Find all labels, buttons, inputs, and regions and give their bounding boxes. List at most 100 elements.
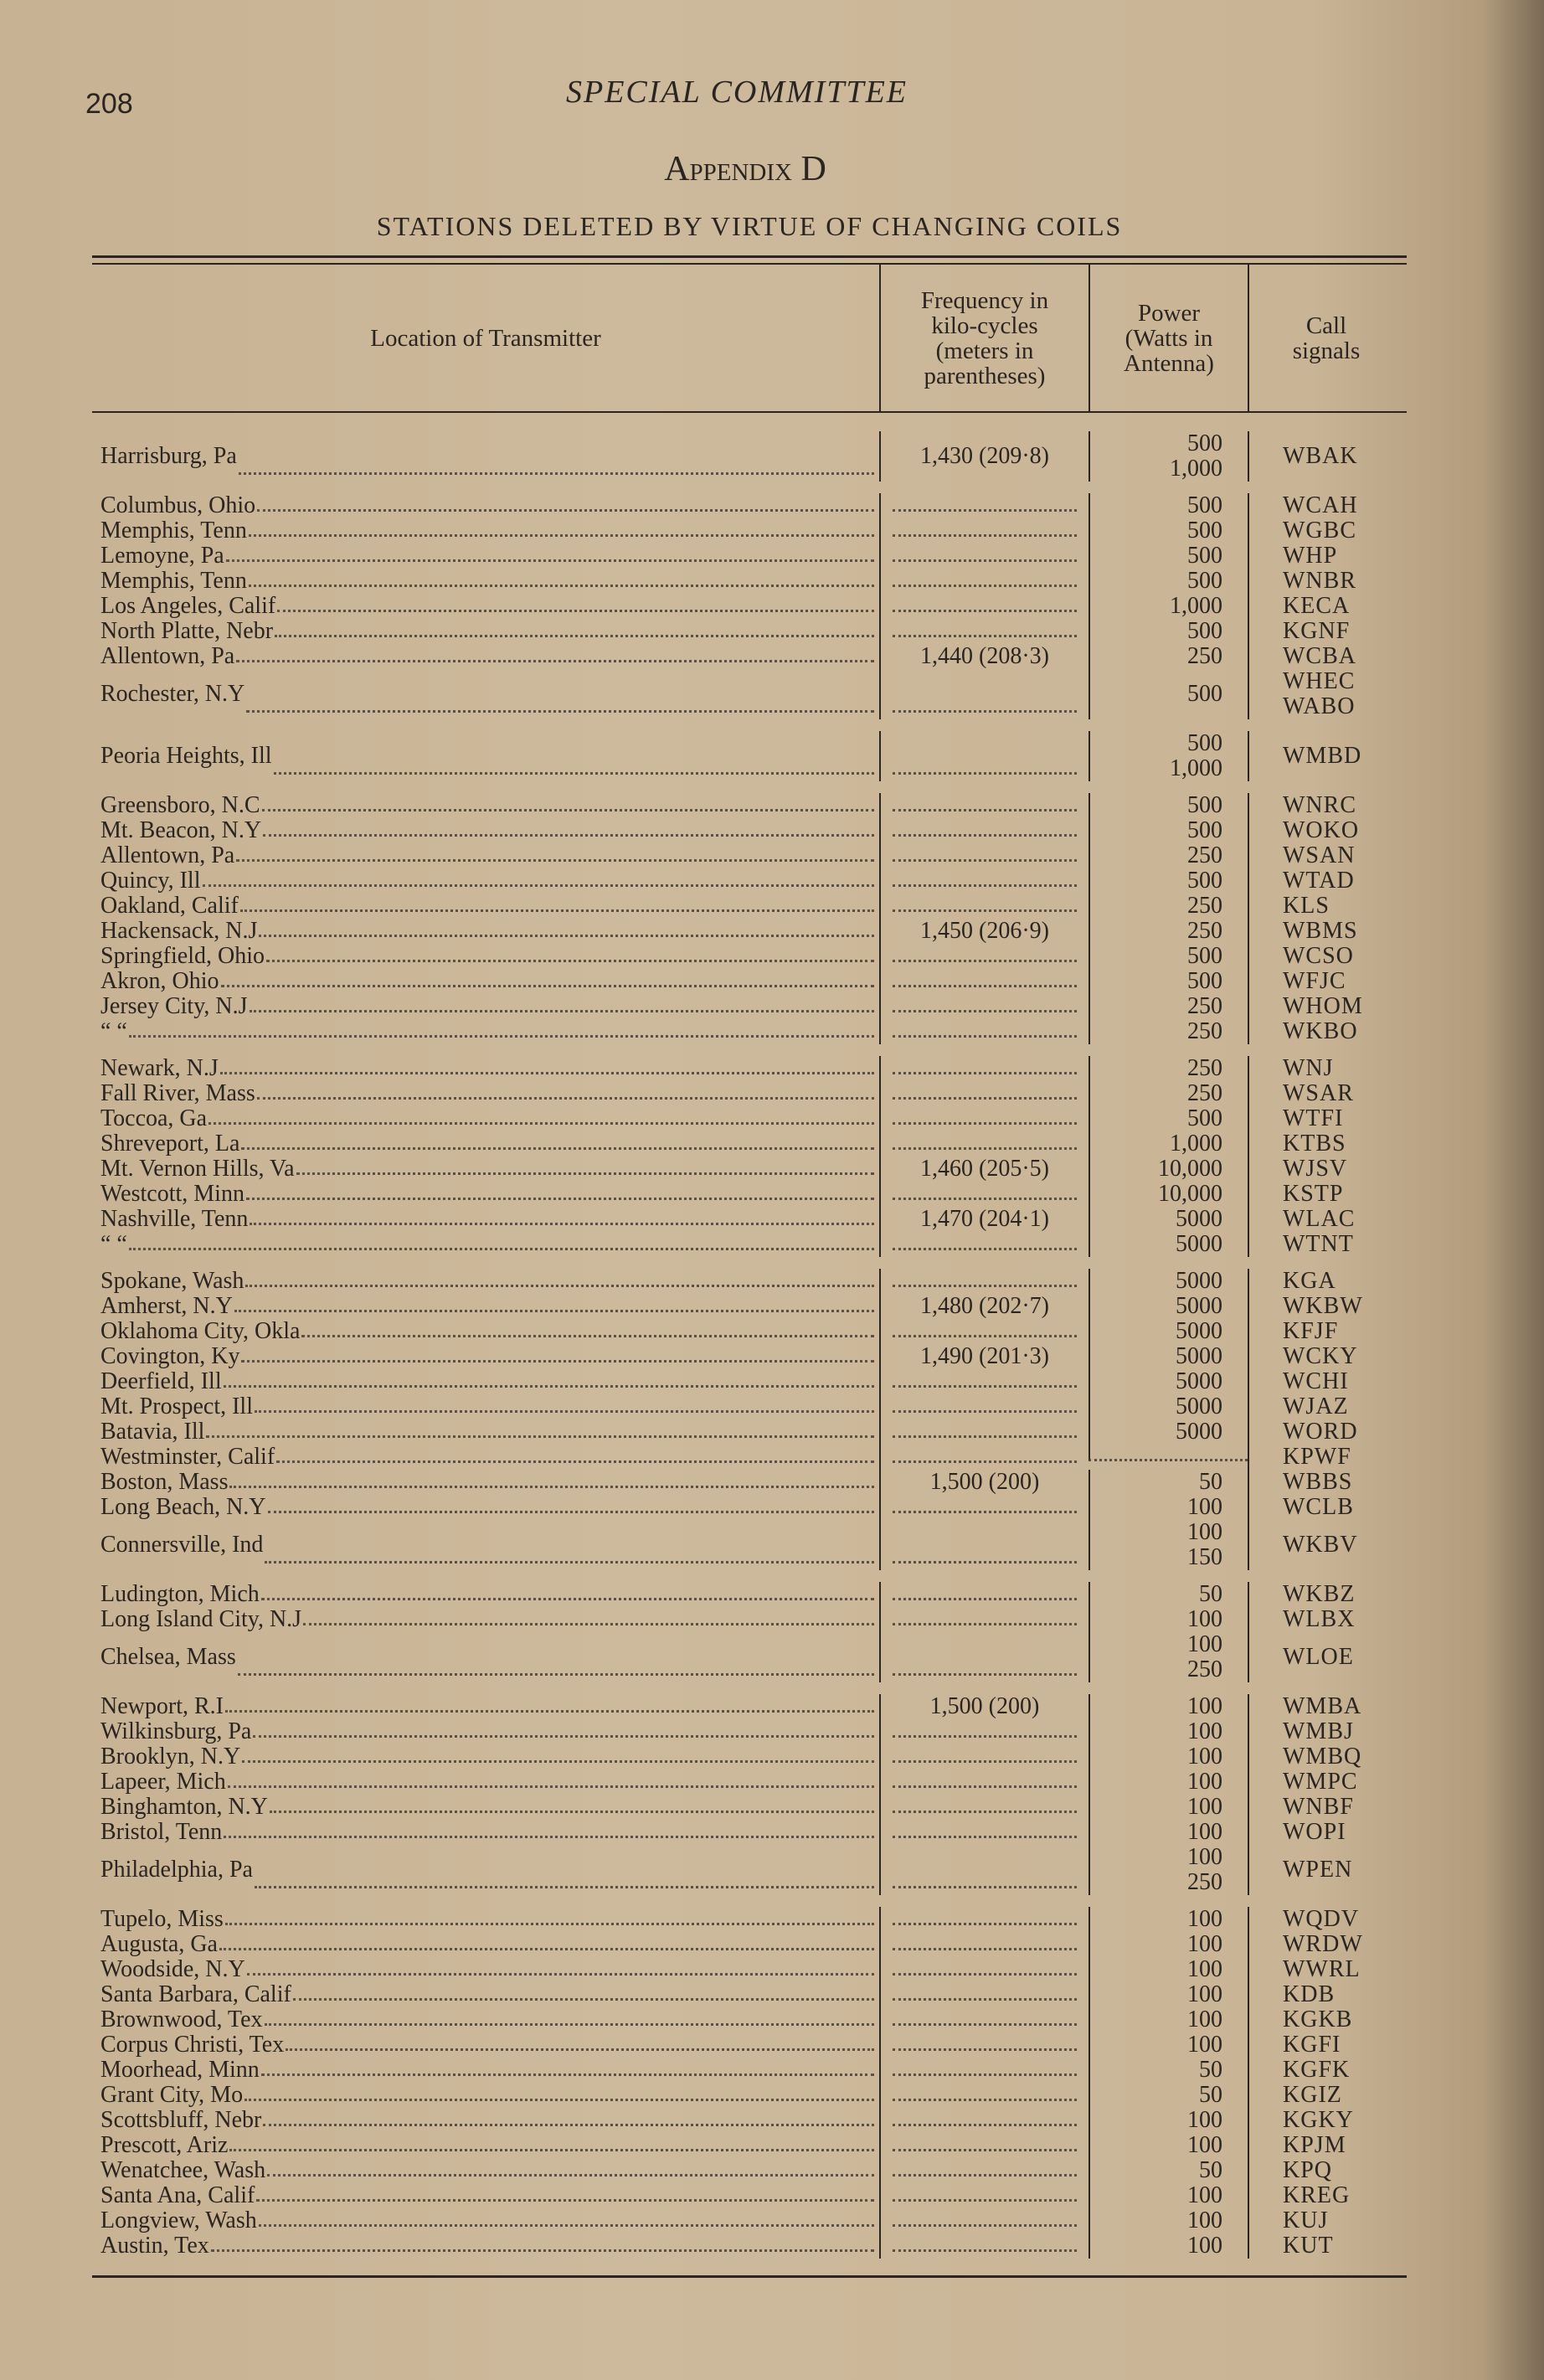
dot-leader (893, 1410, 1077, 1413)
call-sign: WJAZ (1283, 1393, 1349, 1419)
frequency-text: 1,440 (208·3) (920, 643, 1049, 669)
call-cell: WTNT (1248, 1232, 1403, 1257)
call-sign: WPEN (1283, 1857, 1353, 1883)
location-cell: Rochester, N.Y (92, 669, 879, 719)
location-cell: Philadelphia, Pa (92, 1845, 879, 1895)
table-row: Mt. Prospect, Ill 5000 WJAZ (92, 1394, 1407, 1419)
call-cell: WPEN (1248, 1845, 1403, 1895)
dot-leader (239, 909, 874, 912)
dot-leader (893, 1998, 1077, 2001)
dot-leader (893, 1511, 1077, 1513)
table-row: Philadelphia, Pa 100 250 WPEN (92, 1845, 1407, 1895)
table-row: Connersville, Ind 100 150 WKBV (92, 1520, 1407, 1570)
call-cell: KPWF (1248, 1445, 1403, 1470)
dot-leader (246, 1973, 874, 1976)
call-cell: WFJC (1248, 969, 1403, 994)
location-text: Moorhead, Minn (100, 2057, 260, 2083)
table-row: Grant City, Mo 50 KGIZ (92, 2083, 1407, 2108)
table-row: Scottsbluff, Nebr 100 KGKY (92, 2108, 1407, 2133)
frequency-cell (879, 793, 1089, 818)
power-value: 150 (1187, 1544, 1222, 1570)
top-rule (92, 255, 1407, 265)
power-value: 500 (1187, 817, 1222, 843)
location-cell: Bristol, Tenn (92, 1820, 879, 1845)
dot-leader (893, 1285, 1077, 1287)
call-cell: WKBW (1248, 1294, 1403, 1319)
power-value: 250 (1187, 1080, 1222, 1106)
dot-leader (893, 1785, 1077, 1788)
call-cell: KSTP (1248, 1182, 1403, 1207)
table-row: Long Island City, N.J 100 WLBX (92, 1607, 1407, 1632)
call-sign: KUT (1283, 2233, 1334, 2259)
call-cell: WOKO (1248, 818, 1403, 843)
table-row: Lemoyne, Pa 500 WHP (92, 543, 1407, 569)
dot-leader (257, 509, 874, 512)
location-text: Corpus Christi, Tex (100, 2032, 285, 2058)
frequency-cell (879, 1182, 1089, 1207)
frequency-cell: 1,440 (208·3) (879, 644, 1089, 669)
call-cell: WNRC (1248, 793, 1403, 818)
location-text: Columbus, Ohio (100, 492, 256, 518)
location-cell: Greensboro, N.C (92, 793, 879, 818)
table-row: Mt. Vernon Hills, Va 1,460 (205·5) 10,000 W… (92, 1157, 1407, 1182)
call-cell: WKBO (1248, 1019, 1403, 1044)
power-value: 500 (1187, 730, 1222, 756)
call-cell: WNBF (1248, 1795, 1403, 1820)
dot-leader (245, 1285, 874, 1287)
frequency-cell (879, 2158, 1089, 2183)
call-sign: WBBS (1283, 1469, 1353, 1495)
frequency-cell (879, 2032, 1089, 2058)
location-text: North Platte, Nebr (100, 618, 274, 644)
location-text: Binghamton, N.Y (100, 1794, 268, 1820)
location-text: Akron, Ohio (100, 968, 219, 994)
dot-leader (893, 1561, 1077, 1563)
dot-leader (276, 1460, 874, 1463)
dot-leader (236, 859, 874, 862)
call-sign: KGFI (1283, 2032, 1341, 2058)
dot-leader (893, 2149, 1077, 2151)
call-cell: WHEC WABO (1248, 669, 1403, 719)
dot-leader (224, 1710, 874, 1713)
power-value: 500 (1187, 868, 1222, 894)
frequency-cell (879, 2083, 1089, 2108)
location-text: Philadelphia, Pa (100, 1857, 253, 1883)
call-sign: WHEC (1283, 668, 1356, 694)
power-cell: 500 (1089, 493, 1248, 518)
location-text: Mt. Vernon Hills, Va (100, 1156, 295, 1182)
power-value: 500 (1187, 568, 1222, 594)
call-sign: KGIZ (1283, 2082, 1342, 2108)
power-cell: 5000 (1089, 1344, 1248, 1369)
dot-leader (893, 1010, 1077, 1012)
location-text: Ludington, Mich (100, 1581, 260, 1607)
power-cell: 100 (1089, 2233, 1248, 2259)
table-row: Los Angeles, Calif 1,000 KECA (92, 594, 1407, 619)
dot-leader (266, 960, 874, 962)
call-sign: WQDV (1283, 1906, 1360, 1932)
call-cell: KGFI (1248, 2032, 1403, 2058)
power-cell: 500 1,000 (1089, 731, 1248, 781)
call-sign: WSAR (1283, 1080, 1354, 1106)
power-value: 100 (1187, 1844, 1222, 1870)
location-cell: Augusta, Ga (92, 1932, 879, 1957)
table-row: Longview, Wash 100 KUJ (92, 2208, 1407, 2233)
call-sign: WCSO (1283, 943, 1354, 969)
location-cell: Lapeer, Mich (92, 1770, 879, 1795)
table-row: Moorhead, Minn 50 KGFK (92, 2058, 1407, 2083)
page-number: 208 (85, 88, 133, 120)
call-cell: WQDV (1248, 1907, 1403, 1932)
location-cell: Newport, R.I (92, 1694, 879, 1719)
dot-leader (227, 1785, 874, 1788)
call-sign: KFJF (1283, 1318, 1339, 1344)
dot-leader (292, 1998, 874, 2001)
dot-leader (893, 1097, 1077, 1100)
call-sign: WTFI (1283, 1105, 1344, 1131)
table-row: “ “ 250 WKBO (92, 1019, 1407, 1044)
call-cell: WOPI (1248, 1820, 1403, 1845)
header-frequency: Frequency in kilo-cycles (meters in pare… (879, 265, 1089, 411)
call-sign: WFJC (1283, 968, 1346, 994)
dot-leader (893, 2174, 1077, 2177)
table-header: Location of Transmitter Frequency in kil… (92, 265, 1407, 413)
location-cell: Shreveport, La (92, 1131, 879, 1157)
call-cell: WJAZ (1248, 1394, 1403, 1419)
call-cell: KUT (1248, 2233, 1403, 2259)
